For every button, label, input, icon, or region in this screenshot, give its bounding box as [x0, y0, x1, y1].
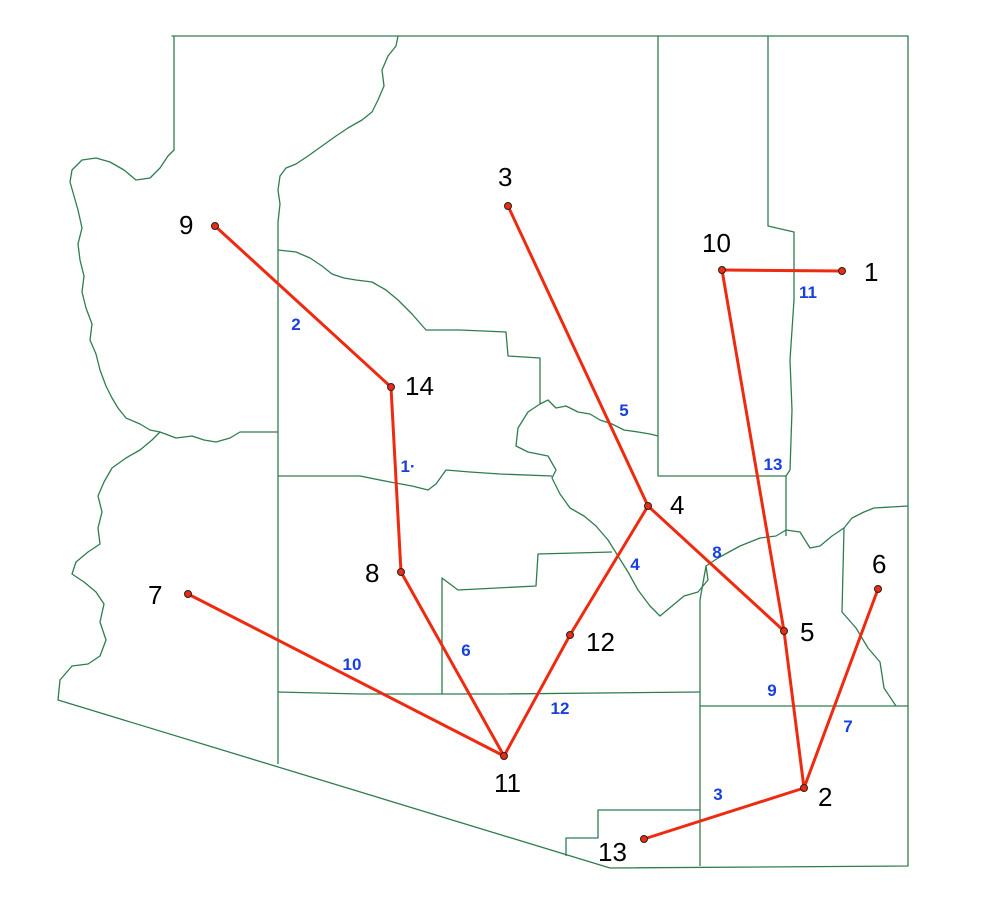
node-marker-6	[874, 585, 882, 593]
node-marker-8	[397, 568, 405, 576]
route-edge-12-11	[502, 633, 572, 758]
county-line-maricopa-south	[277, 691, 701, 695]
county-line-navajo-west	[657, 36, 787, 536]
node-label-8: 8	[365, 558, 379, 588]
county-line-yavapai-maricopa	[278, 469, 553, 491]
node-label-13: 13	[598, 837, 627, 867]
county-line-gila	[515, 403, 909, 617]
node-label-4: 4	[670, 490, 684, 520]
county-line-greenlee	[841, 527, 897, 707]
route-edge-10-1	[720, 268, 844, 273]
edge-label-12-11: 12	[551, 699, 570, 718]
edge-label-8-11: 6	[461, 641, 470, 660]
route-edge-3-4	[506, 204, 650, 508]
route-edge-14-8	[389, 385, 403, 574]
edge-label-4-5: 8	[712, 543, 721, 562]
node-label-5: 5	[800, 617, 814, 647]
county-line-yavapai-north	[277, 249, 541, 404]
node-label-1: 1	[864, 257, 878, 287]
edge-label-10-1: 11	[799, 283, 817, 302]
county-line-apache	[767, 36, 795, 477]
node-marker-12	[566, 631, 574, 639]
node-marker-11	[500, 752, 508, 760]
route-edge-7-11	[186, 592, 506, 758]
node-label-2: 2	[818, 782, 832, 812]
node-marker-14	[387, 383, 395, 391]
edge-label-7-11: 10	[343, 655, 362, 674]
node-label-14: 14	[405, 371, 434, 401]
edge-label-10-5: 13	[764, 455, 783, 474]
node-marker-4	[644, 502, 652, 510]
route-edge-9-14	[213, 224, 393, 389]
edge-label-13-2: 3	[713, 785, 722, 804]
node-marker-2	[800, 784, 808, 792]
county-line-pinal	[441, 551, 613, 694]
node-marker-13	[640, 835, 648, 843]
node-marker-1	[838, 267, 846, 275]
node-marker-7	[184, 590, 192, 598]
node-label-6: 6	[872, 549, 886, 579]
node-label-7: 7	[148, 580, 162, 610]
route-edge-4-12	[568, 504, 650, 637]
route-edge-6-2	[802, 587, 880, 790]
county-line-graham-pinal	[699, 565, 707, 866]
node-label-10: 10	[702, 228, 731, 258]
node-marker-9	[211, 222, 219, 230]
node-label-11: 11	[494, 768, 521, 798]
edge-label-4-12: 4	[630, 555, 640, 574]
route-edge-13-2	[642, 786, 806, 841]
node-label-3: 3	[498, 162, 512, 192]
node-marker-5	[780, 627, 788, 635]
route-edge-5-2	[782, 629, 806, 790]
edge-label-3-4: 5	[619, 401, 628, 420]
edge-label-9-14: 2	[291, 315, 300, 334]
county-line-coconino-gila	[539, 399, 659, 437]
edge-label-6-2: 7	[843, 717, 852, 736]
node-label-12: 12	[586, 627, 615, 657]
route-edge-4-5	[646, 504, 786, 633]
county-borders	[57, 35, 909, 869]
node-label-9: 9	[179, 210, 193, 240]
county-line-mohave-yavapai	[159, 431, 278, 443]
state-outline	[57, 35, 909, 869]
route-edge-10-5	[720, 268, 786, 633]
county-line-mohave-coconino	[277, 35, 399, 250]
edge-label-14-8: 1·	[400, 457, 415, 476]
node-marker-3	[504, 202, 512, 210]
route-edge-8-11	[399, 570, 506, 758]
edge-label-5-2: 9	[767, 681, 776, 700]
node-marker-10	[718, 266, 726, 274]
county-line-santa-cruz	[565, 809, 700, 856]
